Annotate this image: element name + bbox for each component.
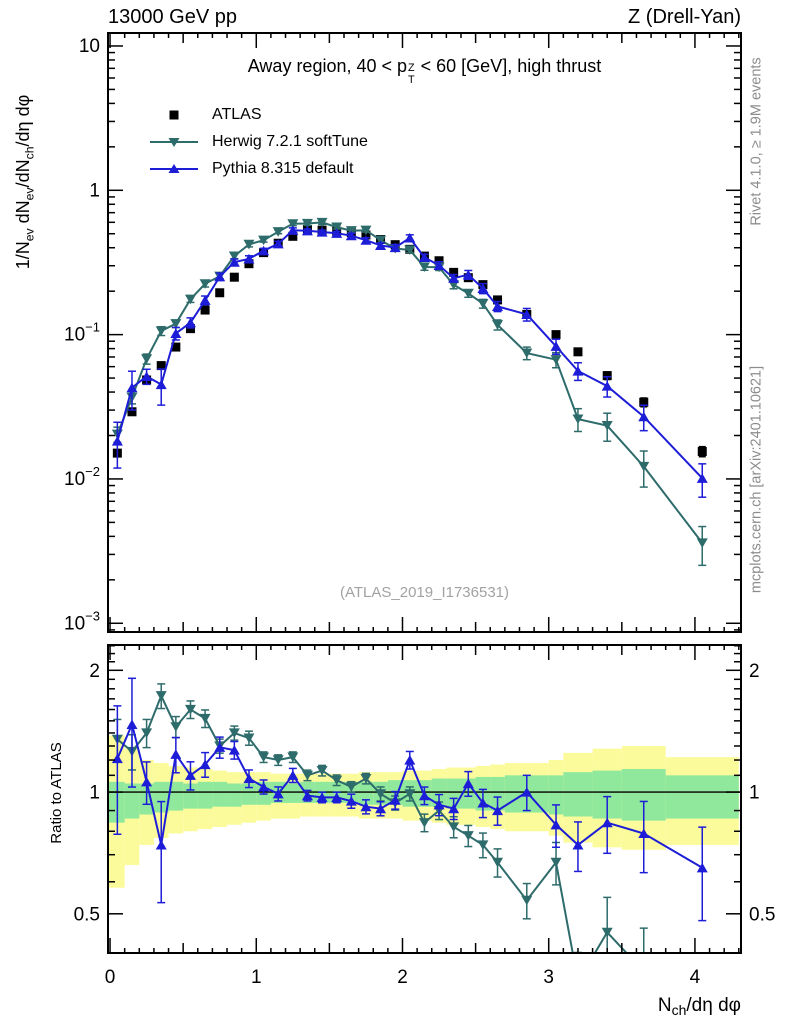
mcplots-citation-label: mcplots.cern.ch [arXiv:2401.10621]: [748, 365, 765, 594]
atlas-data-series: [112, 225, 707, 458]
atlas-marker-icon: [169, 110, 179, 119]
svg-text:10: 10: [79, 36, 100, 57]
herwig-series: [111, 217, 708, 567]
svg-text:2: 2: [749, 661, 760, 682]
herwig-marker-icon: [150, 137, 198, 147]
svg-text:1: 1: [89, 783, 100, 804]
legend-label-atlas: ATLAS: [212, 105, 262, 123]
pythia-marker-icon: [150, 163, 198, 173]
legend: ATLAS Herwig 7.2.1 softTune Pythia 8.315…: [148, 101, 368, 182]
header-process-label: Z (Drell-Yan): [628, 6, 741, 28]
pythia-ratio-series: [111, 677, 708, 922]
legend-item-atlas: ATLAS: [148, 101, 368, 128]
svg-text:2: 2: [89, 661, 100, 682]
svg-text:1: 1: [251, 967, 262, 988]
herwig-ratio-series: [111, 683, 648, 953]
legend-item-herwig: Herwig 7.2.1 softTune: [148, 128, 368, 155]
svg-text:0.5: 0.5: [749, 904, 775, 925]
pythia-series: [111, 225, 708, 498]
legend-label-pythia: Pythia 8.315 default: [212, 159, 354, 177]
ratio-uncertainty-bands: [108, 735, 741, 888]
panel-frames: [107, 32, 742, 954]
main-y-axis-label: 1/Nev dNev/dNch/dη dφ: [13, 94, 37, 270]
svg-text:3: 3: [543, 967, 554, 988]
svg-text:10−2: 10−2: [64, 464, 100, 490]
legend-label-herwig: Herwig 7.2.1 softTune: [212, 132, 368, 150]
svg-text:0: 0: [105, 967, 116, 988]
axis-ticks: [108, 33, 741, 953]
legend-item-pythia: Pythia 8.315 default: [148, 155, 368, 182]
rivet-version-label: Rivet 4.1.0, ≥ 1.9M events: [748, 57, 765, 226]
analysis-watermark: (ATLAS_2019_I1736531): [339, 584, 509, 601]
svg-text:10−1: 10−1: [64, 320, 100, 346]
axis-tick-labels: 10 1 10−1 10−2 10−3 0.5 0.5 1 1 2 2 0 1 2 3 4 Nch​/dη dφ: [64, 36, 775, 1018]
header-beam-label: 13000 GeV pp: [108, 6, 237, 28]
svg-text:4: 4: [690, 967, 701, 988]
svg-text:1: 1: [749, 783, 760, 804]
svg-text:2: 2: [397, 967, 408, 988]
svg-text:10−3: 10−3: [64, 608, 100, 634]
ratio-y-axis-label: Ratio to ATLAS: [48, 742, 65, 844]
svg-text:0.5: 0.5: [74, 904, 100, 925]
svg-text:1: 1: [89, 180, 100, 201]
x-axis-label: Nch​/dη dφ: [658, 995, 741, 1018]
